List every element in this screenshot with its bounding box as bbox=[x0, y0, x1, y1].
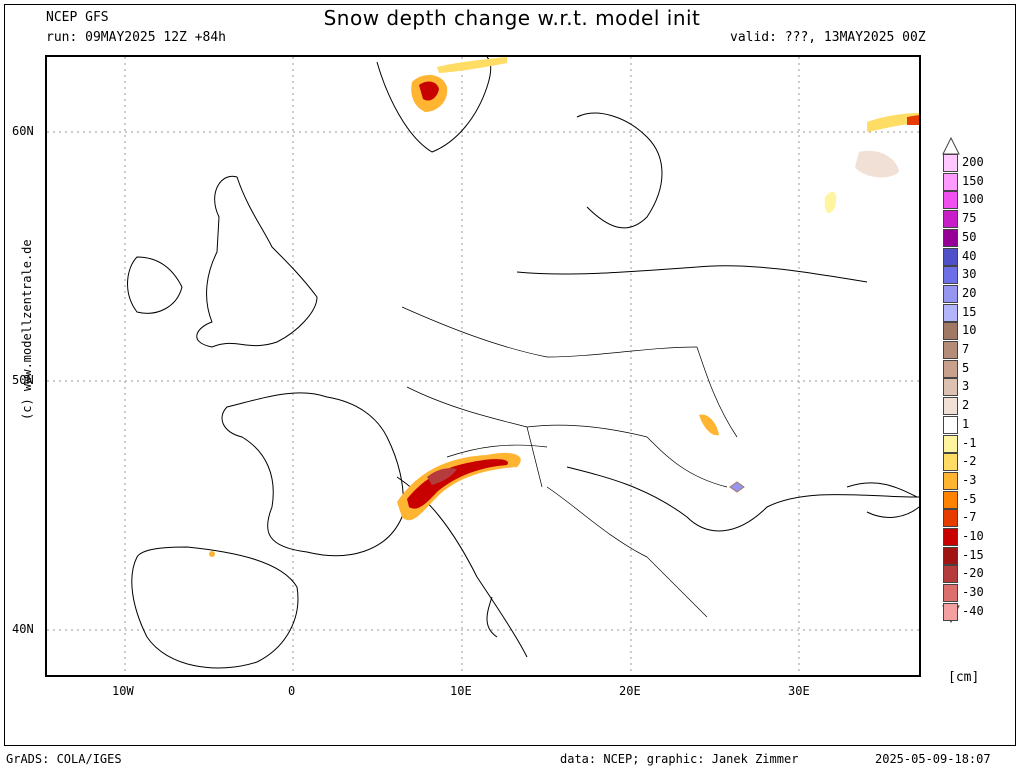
legend-swatch bbox=[943, 172, 958, 191]
legend-label: -10 bbox=[962, 529, 984, 543]
legend-label: 40 bbox=[962, 248, 977, 263]
legend-label: 15 bbox=[962, 304, 977, 319]
run-label: run: 09MAY2025 12Z +84h bbox=[46, 30, 227, 45]
lon-label-10e: 10E bbox=[450, 684, 472, 698]
legend-label: -7 bbox=[962, 510, 977, 525]
lon-label-30e: 30E bbox=[788, 684, 810, 698]
legend-swatch bbox=[943, 322, 958, 341]
legend-label: -30 bbox=[962, 585, 984, 600]
colorbar-legend: 200 150 100 75 50 40 30 20 15 10 7 5 3 2 1 -1 -2 -3 -5 -7 -1… bbox=[940, 136, 1020, 626]
legend-swatch bbox=[943, 490, 958, 509]
legend-swatch bbox=[943, 247, 958, 266]
map-panel bbox=[45, 55, 921, 677]
legend-swatch bbox=[943, 191, 958, 210]
legend-swatch bbox=[943, 210, 958, 229]
legend-swatch bbox=[943, 453, 958, 472]
legend-swatch bbox=[943, 528, 958, 546]
legend-label: 150 bbox=[962, 173, 984, 188]
legend-label: -2 bbox=[962, 454, 977, 469]
legend-swatch bbox=[943, 303, 958, 322]
legend-label: -20 bbox=[962, 566, 984, 581]
borders bbox=[401, 306, 738, 618]
legend-swatch bbox=[943, 546, 958, 565]
legend-label: -3 bbox=[962, 472, 977, 487]
legend-swatch bbox=[943, 341, 958, 359]
legend-swatch bbox=[943, 434, 958, 453]
legend-label: 20 bbox=[962, 285, 977, 300]
legend-swatch bbox=[943, 378, 958, 397]
legend-swatch bbox=[943, 584, 958, 603]
legend-swatch bbox=[943, 509, 958, 528]
legend-label: -1 bbox=[962, 435, 977, 450]
legend-label: 1 bbox=[962, 416, 970, 431]
legend-label: 2 bbox=[962, 398, 970, 413]
valid-label: valid: ???, 13MAY2025 00Z bbox=[730, 30, 926, 45]
legend-swatch bbox=[943, 471, 958, 490]
graticule bbox=[47, 57, 919, 675]
legend-swatch bbox=[943, 228, 958, 247]
lat-label-60n: 60N bbox=[12, 124, 34, 138]
snow-depth-field bbox=[209, 57, 919, 557]
model-label: NCEP GFS bbox=[46, 10, 109, 25]
footer-right: 2025-05-09-18:07 bbox=[875, 752, 991, 766]
lat-label-50n: 50N bbox=[12, 373, 34, 387]
legend-swatch bbox=[943, 397, 958, 416]
legend-swatch bbox=[943, 602, 958, 621]
legend-swatch bbox=[943, 284, 958, 303]
footer-middle: data: NCEP; graphic: Janek Zimmer bbox=[560, 752, 799, 766]
legend-label: 30 bbox=[962, 267, 977, 282]
legend-swatch bbox=[943, 359, 958, 378]
credit-text: (c) www.modellzentrale.de bbox=[20, 239, 34, 420]
legend-label: 200 bbox=[962, 155, 984, 169]
legend-label: -40 bbox=[962, 603, 984, 618]
legend-label: -5 bbox=[962, 491, 977, 506]
legend-label: 50 bbox=[962, 229, 977, 244]
legend-swatch bbox=[943, 565, 958, 584]
outer-frame bbox=[4, 4, 1016, 746]
lon-label-0: 0 bbox=[288, 684, 296, 698]
legend-label: 100 bbox=[962, 192, 984, 207]
legend-label: 75 bbox=[962, 211, 977, 226]
lon-label-20e: 20E bbox=[619, 684, 641, 698]
legend-label: 3 bbox=[962, 379, 970, 394]
map-canvas bbox=[47, 57, 919, 675]
legend-label: -15 bbox=[962, 547, 984, 562]
legend-swatch bbox=[943, 154, 958, 172]
coastlines bbox=[127, 57, 919, 669]
legend-label: 5 bbox=[962, 360, 970, 375]
page-title: Snow depth change w.r.t. model init bbox=[323, 6, 701, 30]
lat-label-40n: 40N bbox=[12, 622, 34, 636]
lon-label-10w: 10W bbox=[112, 684, 134, 698]
legend-swatch bbox=[943, 415, 958, 434]
legend-label: 10 bbox=[962, 323, 977, 338]
footer-left: GrADS: COLA/IGES bbox=[6, 752, 122, 766]
legend-label: 7 bbox=[962, 342, 970, 356]
legend-swatch bbox=[943, 266, 958, 285]
legend-unit: [cm] bbox=[948, 670, 980, 685]
